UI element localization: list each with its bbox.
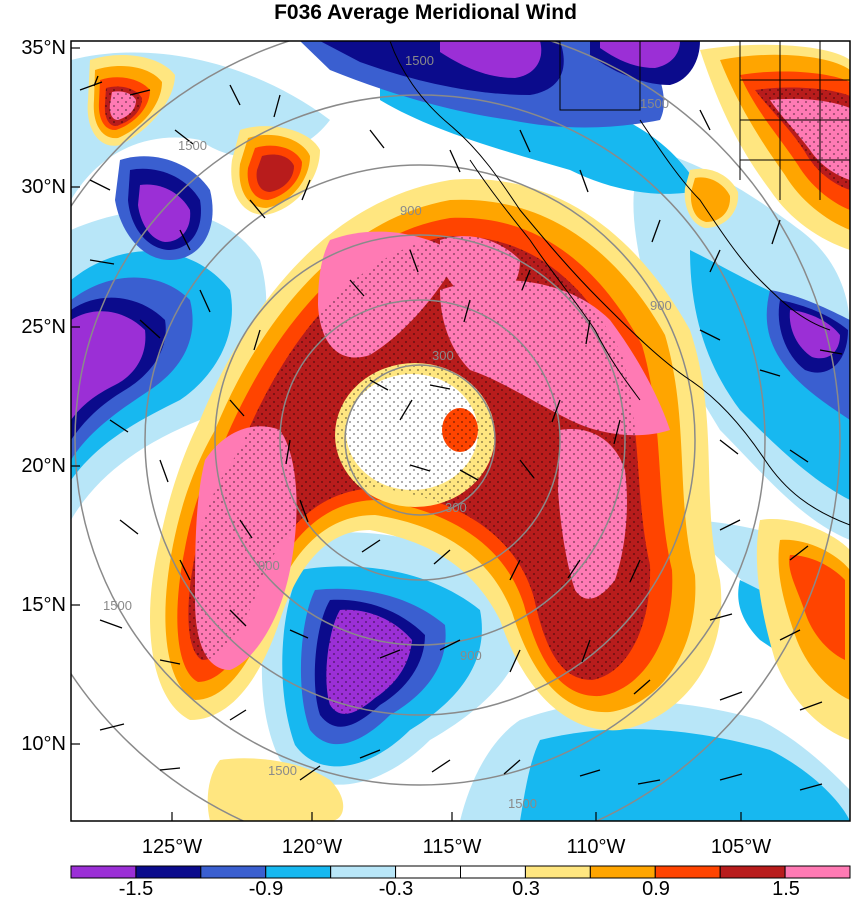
colorbar-swatch [200,865,267,879]
colorbar-swatch [719,865,786,879]
axis-ticks [71,47,742,821]
lat-label-35n: 35°N [21,37,66,59]
colorbar-label: 0.3 [512,878,540,900]
lat-label-30n: 30°N [21,176,66,198]
colorbar-label: -0.9 [248,878,284,900]
lon-label-125w: 125°W [141,836,203,858]
colorbar-swatch [460,865,526,879]
plot-area [71,41,850,821]
lon-label-120w: 120°W [281,836,343,858]
colorbar-label: 1.5 [772,878,800,900]
lat-label-25n: 25°N [21,316,66,338]
contour-label: 1500 [640,96,669,111]
lon-label-110w: 110°W [566,836,626,858]
colorbar-label: 0.9 [642,878,670,900]
contour-label: 1500 [268,763,297,778]
lat-label-15n: 15°N [21,594,66,616]
colorbar-label: -0.3 [378,878,414,900]
wind-barbs [79,75,843,791]
contour-label: 1500 [508,796,537,811]
colorbar-swatch [784,865,851,879]
plot-frame [70,40,851,822]
contour-label: 900 [400,203,422,218]
lat-label-20n: 20°N [21,455,66,477]
colorbar-swatch [135,865,202,879]
lat-label-10n: 10°N [21,733,66,755]
colorbar [70,865,851,879]
colorbar-swatch [70,865,137,879]
lon-label-115w: 115°W [422,836,482,858]
contour-label: 900 [650,298,672,313]
lon-label-105w: 105°W [710,836,772,858]
height-contours [71,41,841,821]
contour-label: 1500 [405,53,434,68]
contour-label: 300 [445,500,467,515]
contour-label: 300 [432,348,454,363]
colorbar-swatch [524,865,591,879]
contour-label: 1500 [103,598,132,613]
contour-labels: 1500 1500 1500 900 900 300 300 900 900 1… [103,53,672,811]
colorbar-swatch [589,865,656,879]
colorbar-swatch [330,865,397,879]
colorbar-swatch [265,865,332,879]
stipple-significance [104,86,850,714]
contour-label: 1500 [178,138,207,153]
colorbar-swatch [395,865,461,879]
coastlines [389,41,850,526]
figure-title: F036 Average Meridional Wind [274,1,577,24]
colorbar-label: -1.5 [118,878,154,900]
colorbar-swatch [654,865,721,879]
contour-label: 900 [460,648,482,663]
contour-label: 900 [258,558,280,573]
